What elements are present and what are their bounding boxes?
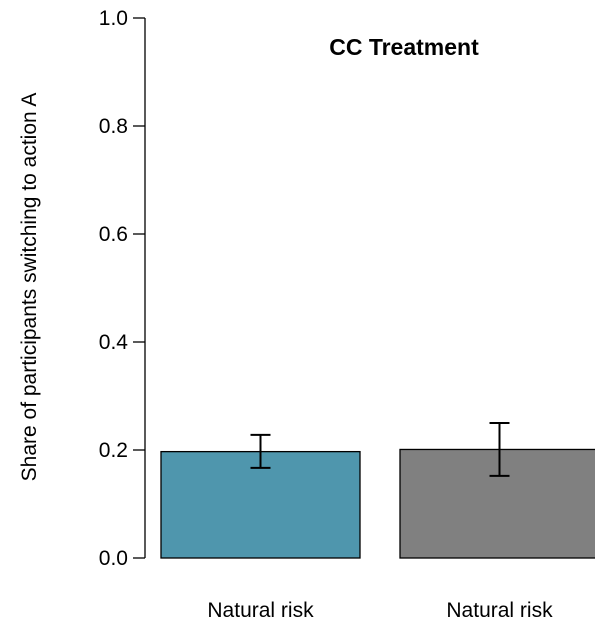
error-bar	[250, 433, 271, 469]
y-axis: 0.0 0.2 0.4 0.6 0.8 1.0	[99, 7, 146, 570]
bars	[160, 448, 595, 559]
x-category-label: Natural risk	[446, 599, 553, 622]
y-tick-label: 0.0	[99, 547, 128, 570]
y-tick-label: 0.2	[99, 439, 128, 462]
x-axis-labels: Natural risk Natural risk	[207, 599, 553, 622]
chart-title: CC Treatment	[329, 34, 479, 60]
error-bars	[250, 422, 510, 477]
bar	[399, 448, 595, 559]
y-tick-label: 0.8	[99, 115, 128, 138]
x-category-label: Natural risk	[207, 599, 314, 622]
y-axis-label: Share of participants switching to actio…	[18, 93, 41, 482]
y-tick-label: 0.6	[99, 223, 128, 246]
y-tick-label: 0.4	[99, 331, 129, 354]
bar	[160, 450, 361, 559]
error-bar	[489, 422, 510, 477]
y-tick-label: 1.0	[99, 7, 128, 30]
